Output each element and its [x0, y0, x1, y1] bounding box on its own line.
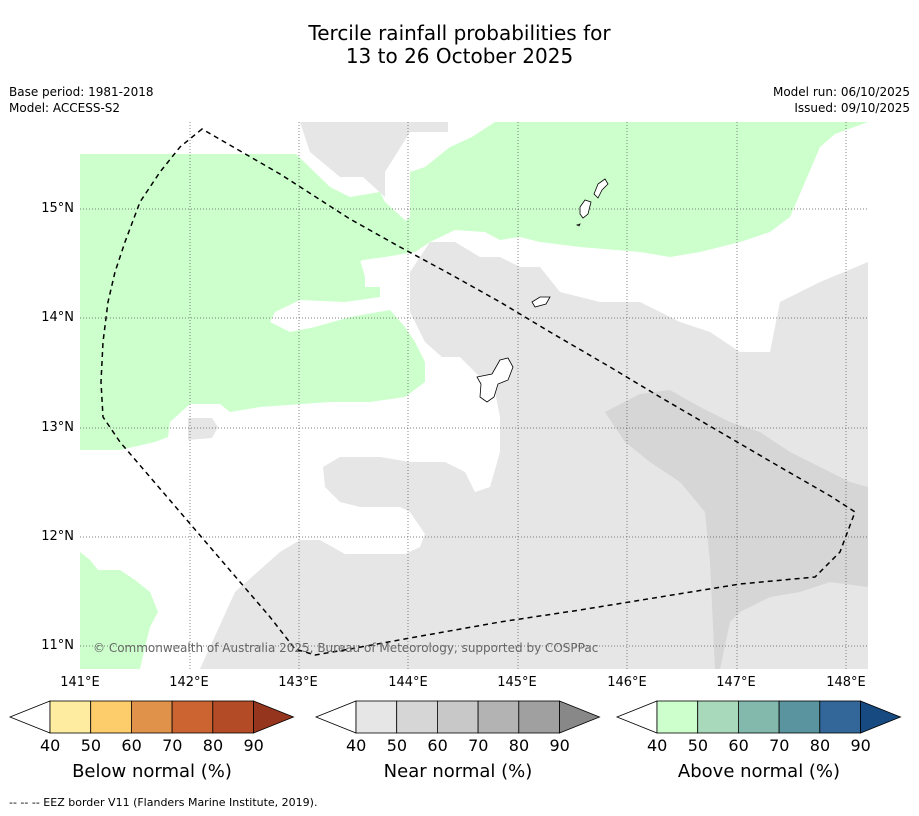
lat-label-14: 14°N — [41, 310, 74, 325]
island-guam — [476, 357, 514, 403]
colorbar-above-tick-label: 80 — [809, 736, 831, 755]
colorbar-near-segment — [477, 700, 520, 734]
colorbar-above-segment — [819, 700, 861, 734]
colorbar-above-segment — [738, 700, 780, 734]
colorbar-near-tick-label: 60 — [427, 736, 448, 755]
lon-label-146: 146°E — [607, 675, 647, 690]
colorbar-below-segment — [171, 700, 214, 734]
title-line-2: 13 to 26 October 2025 — [345, 44, 574, 68]
lon-label-144: 144°E — [388, 675, 428, 690]
colorbar-above-extend-low — [615, 700, 658, 734]
colorbar-below-segment — [130, 700, 173, 734]
issued-text: Issued: 09/10/2025 — [794, 101, 910, 115]
colorbar-above-tick-label: 90 — [850, 736, 871, 755]
colorbar-near-tick-label: 40 — [346, 736, 367, 755]
colorbar-above-tick-label: 50 — [687, 736, 709, 755]
colorbar-below-segment — [49, 700, 92, 734]
lat-label-15: 15°N — [41, 201, 74, 216]
colorbar-above-tick-label: 70 — [769, 736, 790, 755]
colorbar-near — [314, 700, 601, 734]
island-rota — [531, 296, 551, 308]
map-title: Tercile rainfall probabilities for 13 to… — [0, 22, 919, 68]
colorbar-below-tick-label: 50 — [80, 736, 102, 755]
colorbar-near-tick-label: 70 — [468, 736, 489, 755]
colorbar-near-extend-low — [314, 700, 357, 734]
colorbar-below-segment — [90, 700, 132, 734]
model-text: Model: ACCESS-S2 — [9, 101, 121, 115]
meta-left: Base period: 1981-2018 Model: ACCESS-S2 — [9, 84, 154, 116]
lon-label-143: 143°E — [278, 675, 318, 690]
probability-map — [80, 122, 868, 669]
colorbar-below-tick-label: 60 — [121, 736, 142, 755]
colorbar-near-segment — [355, 700, 398, 734]
lon-label-145: 145°E — [497, 675, 537, 690]
colorbar-below-tick-label: 40 — [40, 736, 61, 755]
colorbar-below-extend-high — [253, 700, 295, 734]
colorbar-below-tick-label: 90 — [243, 736, 264, 755]
island-aguijan — [575, 223, 581, 227]
colorbar-above — [615, 700, 902, 734]
copyright-text: © Commonwealth of Australia 2025, Bureau… — [93, 641, 599, 655]
colorbar-near-extend-high — [559, 700, 601, 734]
lon-label-148: 148°E — [826, 675, 866, 690]
colorbar-above-segment — [656, 700, 699, 734]
near-normal-50-region — [605, 390, 868, 669]
eez-footnote: -- -- -- EEZ border V11 (Flanders Marine… — [9, 796, 318, 809]
colorbar-near-segment — [436, 700, 479, 734]
lon-label-142: 142°E — [169, 675, 209, 690]
colorbar-below-segment — [212, 700, 254, 734]
colorbar-near-segment — [518, 700, 560, 734]
island-tinian — [579, 199, 592, 219]
meta-right: Model run: 06/10/2025 Issued: 09/10/2025 — [773, 84, 910, 116]
lat-label-12: 12°N — [41, 529, 74, 544]
lon-label-147: 147°E — [716, 675, 756, 690]
colorbar-near-tick-label: 50 — [386, 736, 408, 755]
colorbar-near-tick-label: 90 — [549, 736, 570, 755]
colorbar-below-tick-label: 80 — [202, 736, 224, 755]
colorbar-near-segment — [396, 700, 438, 734]
lat-label-11: 11°N — [41, 638, 74, 653]
lon-label-141: 141°E — [60, 675, 100, 690]
colorbar-above-segment — [697, 700, 739, 734]
islands — [476, 178, 609, 403]
above-normal-region — [80, 122, 868, 669]
colorbar-below — [8, 700, 295, 734]
colorbar-above-tick-label: 40 — [647, 736, 668, 755]
island-saipan — [593, 178, 609, 199]
colorbar-near-tick-label: 80 — [508, 736, 530, 755]
colorbar-above-segment — [778, 700, 821, 734]
colorbar-below-title: Below normal (%) — [72, 761, 232, 782]
lat-label-13: 13°N — [41, 420, 74, 435]
colorbar-below-extend-low — [8, 700, 51, 734]
near-normal-40-region — [80, 122, 868, 669]
colorbar-near-title: Near normal (%) — [383, 761, 533, 782]
colorbar-below-tick-label: 70 — [162, 736, 183, 755]
model-run-text: Model run: 06/10/2025 — [772, 85, 910, 99]
title-line-1: Tercile rainfall probabilities for — [308, 21, 611, 45]
colorbars — [8, 700, 902, 734]
colorbar-above-title: Above normal (%) — [677, 761, 841, 782]
graticule — [80, 122, 868, 669]
base-period-text: Base period: 1981-2018 — [9, 85, 154, 99]
colorbar-above-tick-label: 60 — [728, 736, 749, 755]
colorbar-above-extend-high — [860, 700, 902, 734]
